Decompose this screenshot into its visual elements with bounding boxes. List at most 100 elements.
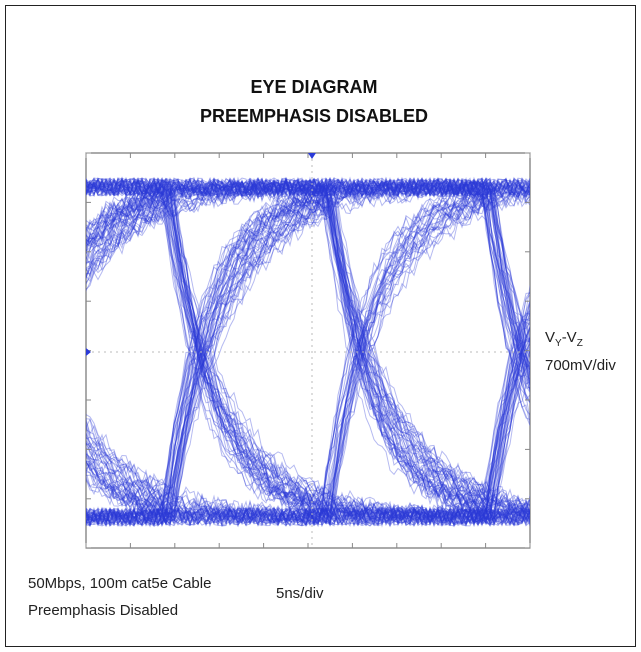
trace — [86, 191, 530, 527]
trace — [86, 215, 530, 527]
trace — [86, 194, 530, 526]
trace — [86, 194, 530, 527]
y-label-sub: Y — [555, 338, 562, 349]
trace — [86, 188, 530, 517]
trace — [86, 176, 530, 512]
trace — [86, 181, 530, 494]
trace — [86, 451, 530, 527]
trace — [86, 176, 530, 198]
trace — [86, 200, 530, 526]
trace — [86, 176, 530, 401]
trace — [86, 431, 530, 527]
trace — [86, 506, 530, 528]
trace — [86, 293, 530, 528]
trace — [86, 181, 530, 521]
trace — [86, 177, 530, 198]
trace — [86, 176, 530, 513]
trace — [86, 363, 530, 528]
trace — [86, 177, 530, 526]
trace — [86, 291, 530, 527]
trace — [86, 300, 530, 527]
trace — [86, 206, 530, 503]
trace — [86, 176, 530, 507]
trace — [86, 176, 530, 523]
trace — [86, 179, 530, 516]
trace — [86, 201, 530, 516]
trace — [86, 199, 530, 517]
trace — [86, 177, 530, 527]
trace — [86, 186, 530, 526]
trace — [86, 177, 530, 525]
trace — [86, 186, 530, 515]
trace — [86, 177, 530, 520]
trace — [86, 177, 530, 518]
trace — [86, 201, 530, 526]
trace — [86, 190, 530, 525]
trace — [86, 347, 530, 527]
trace — [86, 178, 530, 525]
trace — [86, 177, 530, 277]
plot-area — [85, 152, 531, 549]
trace — [86, 190, 530, 526]
trace — [86, 341, 530, 528]
trace — [86, 178, 530, 511]
trace — [86, 199, 530, 527]
trace — [86, 187, 530, 527]
trace — [86, 177, 530, 512]
trace — [86, 190, 530, 527]
trace — [86, 191, 530, 520]
trace — [86, 176, 530, 197]
trace — [86, 179, 530, 511]
trace — [86, 194, 530, 527]
trace — [86, 197, 530, 514]
trace — [86, 192, 530, 527]
trace — [86, 190, 530, 510]
trace — [86, 176, 530, 239]
trace — [86, 188, 530, 527]
trace — [86, 176, 530, 344]
trace — [86, 185, 530, 517]
trace — [86, 187, 530, 526]
trace — [86, 186, 530, 527]
title-line-2: PREEMPHASIS DISABLED — [200, 106, 428, 126]
trace — [86, 184, 530, 528]
trigger-marker — [308, 153, 316, 159]
trace — [86, 181, 530, 497]
trace — [86, 336, 530, 528]
trace — [86, 177, 530, 518]
trace — [86, 176, 530, 510]
trace — [86, 178, 530, 250]
trace — [86, 451, 530, 528]
trace — [86, 190, 530, 527]
trace — [86, 187, 530, 518]
trace — [86, 178, 530, 198]
trace — [86, 177, 530, 527]
trace — [86, 198, 530, 503]
y-label: VY-VZ — [545, 329, 583, 349]
trace — [86, 176, 530, 528]
trace — [86, 191, 530, 515]
title-line-1: EYE DIAGRAM — [250, 77, 377, 97]
trace — [86, 176, 530, 393]
trace — [86, 177, 530, 516]
trace — [86, 176, 530, 197]
trace — [86, 177, 530, 525]
trace — [86, 178, 530, 374]
trace — [86, 199, 530, 527]
trace — [86, 176, 530, 386]
trace — [86, 177, 530, 240]
trace — [86, 197, 530, 526]
trace — [86, 177, 530, 519]
trace — [86, 177, 530, 524]
trace — [86, 178, 530, 517]
trace — [86, 179, 530, 527]
trace — [86, 369, 530, 527]
trace — [86, 180, 530, 527]
trace — [86, 178, 530, 506]
trace — [86, 177, 530, 197]
trace — [86, 209, 530, 525]
trace — [86, 177, 530, 517]
trace — [86, 178, 530, 525]
trace — [86, 185, 530, 527]
